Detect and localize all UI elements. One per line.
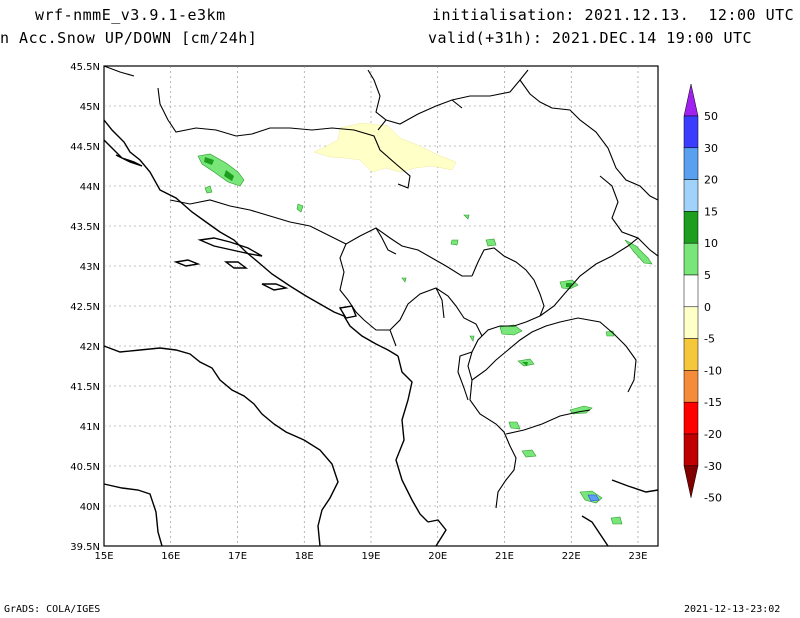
colorbar-label: -30 [704,460,722,473]
longitude-label: 21E [495,551,514,562]
valid-time: valid(+31h): 2021.DEC.14 19:00 UTC [428,29,753,47]
colorbar-label: -15 [704,396,722,409]
colorbar-swatch [683,370,699,403]
colorbar-label: -5 [704,333,715,346]
latitude-labels: 45.5N 45N 44.5N 44N 43.5N 43N 42.5N 42N 41.5N 41N… [70,62,100,553]
colorbar-label: -10 [704,364,722,377]
latitude-label: 39.5N [70,542,100,553]
latitude-label: 45N [80,102,100,113]
colorbar [683,83,699,498]
longitude-label: 16E [161,551,180,562]
snow-increase-max [587,494,600,502]
grads-credit: GrADS: COLA/IGES [4,604,101,615]
colorbar-swatch [683,211,699,244]
longitude-label: 17E [228,551,247,562]
colorbar-arrow-bottom [683,465,699,498]
longitude-label: 20E [428,551,447,562]
map-panel [103,65,659,547]
snow-decrease-area [313,122,457,173]
latitude-label: 42.5N [70,302,100,313]
colorbar-swatch [683,338,699,371]
colorbar-label: 50 [704,110,718,123]
colorbar-label: 20 [704,174,718,187]
model-title: wrf-nmmE_v3.9.1-e3km [35,6,226,24]
colorbar-label: 5 [704,269,711,282]
timestamp: 2021-12-13-23:02 [684,604,781,615]
latitude-label: 40N [80,502,100,513]
colorbar-label: -50 [704,492,722,505]
colorbar-swatch [683,433,699,467]
longitude-label: 15E [94,551,113,562]
colorbar-arrow-top [683,83,699,117]
latitude-label: 43N [80,262,100,273]
colorbar-swatch [683,401,699,435]
coastlines-borders [103,119,659,547]
colorbar-label: -20 [704,428,722,441]
longitude-label: 18E [295,551,314,562]
colorbar-swatch [683,147,699,180]
colorbar-label: 15 [704,205,718,218]
latitude-label: 41N [80,422,100,433]
latitude-label: 44.5N [70,142,100,153]
longitude-label: 19E [361,551,380,562]
country-borders [103,65,659,509]
latitude-label: 43.5N [70,222,100,233]
colorbar-swatch [683,242,699,276]
latitude-label: 42N [80,342,100,353]
longitude-label: 23E [628,551,647,562]
snow-increase-strong [204,157,572,366]
colorbar-swatch [683,179,699,212]
latitude-label: 44N [80,182,100,193]
colorbar-swatch [683,115,699,149]
latitude-label: 45.5N [70,62,100,73]
init-time: initialisation: 2021.12.13. 12:00 UTC [432,6,795,24]
longitude-labels: 15E 16E 17E 18E 19E 20E 21E 22E 23E [94,551,647,562]
longitude-label: 22E [562,551,581,562]
colorbar-swatch [683,306,699,339]
field-title: n Acc.Snow UP/DOWN [cm/24h] [0,29,258,47]
colorbar-label: 30 [704,142,718,155]
latitude-label: 40.5N [70,462,100,473]
colorbar-label: 10 [704,237,718,250]
colorbar-swatch [683,274,699,308]
latitude-label: 41.5N [70,382,100,393]
colorbar-label: 0 [704,301,711,314]
